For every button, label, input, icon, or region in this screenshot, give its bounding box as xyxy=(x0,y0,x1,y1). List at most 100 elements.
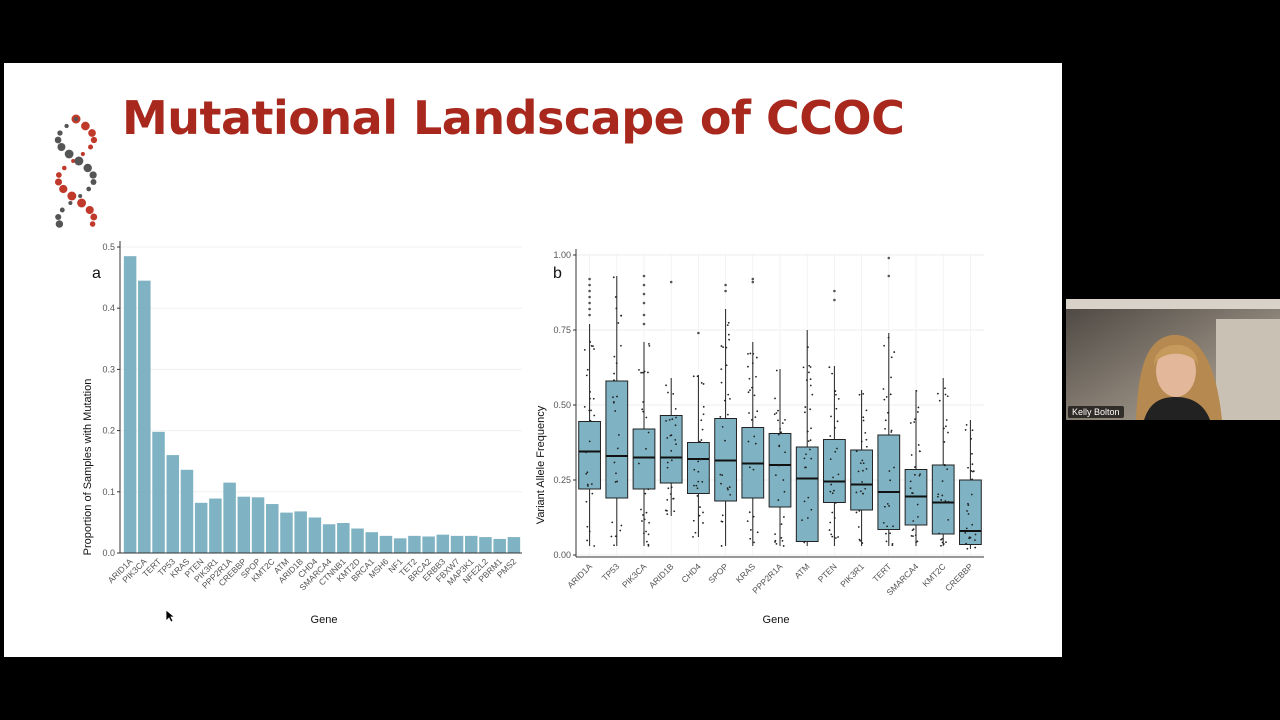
jitter-point xyxy=(588,409,591,412)
logo-dot xyxy=(64,149,74,159)
y-tick-label-a: 0.1 xyxy=(102,487,115,497)
bar-erbb3 xyxy=(436,534,450,553)
jitter-point xyxy=(593,545,596,547)
jitter-point xyxy=(613,355,616,358)
jitter-point xyxy=(862,462,865,465)
jitter-point xyxy=(583,349,586,351)
jitter-point xyxy=(586,368,589,371)
bar-ctnnb1 xyxy=(337,523,350,553)
jitter-point xyxy=(971,478,973,481)
jitter-point xyxy=(802,366,805,369)
logo-dot xyxy=(89,171,97,179)
participant-video-tile[interactable]: Kelly Bolton xyxy=(1066,299,1280,420)
y-axis-title-a: Proportion of Samples with Mutation xyxy=(82,379,94,556)
jitter-point xyxy=(751,362,754,364)
outlier-point xyxy=(751,277,755,281)
jitter-point xyxy=(666,513,669,515)
y-tick-label-b: 0.75 xyxy=(553,325,571,335)
jitter-point xyxy=(862,419,865,422)
jitter-point xyxy=(696,375,699,378)
jitter-point xyxy=(728,338,731,341)
jitter-point xyxy=(749,352,752,355)
jitter-point xyxy=(829,458,832,461)
box-iqr xyxy=(632,428,656,490)
jitter-point xyxy=(910,534,913,537)
jitter-point xyxy=(974,546,977,549)
jitter-point xyxy=(861,481,863,483)
jitter-point xyxy=(803,500,806,503)
jitter-point xyxy=(693,484,695,487)
y-tick-label-a: 0.3 xyxy=(102,364,115,374)
jitter-point xyxy=(940,544,942,547)
jitter-point xyxy=(834,450,837,453)
jitter-point xyxy=(912,520,915,522)
bar-crebbp xyxy=(237,496,251,553)
x-tick-label-b: CHD4 xyxy=(679,561,703,585)
jitter-point xyxy=(693,468,696,471)
jitter-point xyxy=(808,371,810,374)
jitter-point xyxy=(862,492,864,495)
jitter-point xyxy=(966,510,968,512)
jitter-point xyxy=(912,528,915,531)
jitter-point xyxy=(910,454,913,456)
jitter-point xyxy=(721,474,724,477)
outlier-point xyxy=(642,292,646,296)
jitter-point xyxy=(945,419,948,421)
jitter-point xyxy=(831,511,834,514)
jitter-point xyxy=(836,420,839,423)
jitter-point xyxy=(891,544,894,547)
jitter-point xyxy=(967,466,969,469)
jitter-point xyxy=(883,398,886,401)
jitter-point xyxy=(593,348,595,350)
jitter-point xyxy=(909,422,912,424)
jitter-point xyxy=(831,372,834,375)
jitter-point xyxy=(702,511,704,514)
jitter-point xyxy=(917,444,920,446)
jitter-point xyxy=(746,520,749,523)
jitter-point xyxy=(721,425,724,428)
jitter-point xyxy=(862,392,865,395)
jitter-point xyxy=(966,547,969,550)
jitter-point xyxy=(917,515,919,518)
box-iqr xyxy=(877,434,901,530)
jitter-point xyxy=(675,443,677,446)
jitter-point xyxy=(803,411,806,414)
jitter-point xyxy=(830,415,832,418)
jitter-point xyxy=(855,511,858,514)
jitter-point xyxy=(885,532,887,535)
jitter-point xyxy=(697,460,700,463)
logo-dot xyxy=(90,213,98,221)
bar-pik3r1 xyxy=(209,498,222,553)
jitter-point xyxy=(692,535,694,538)
jitter-point xyxy=(811,393,814,396)
jitter-point xyxy=(857,526,860,528)
jitter-point xyxy=(830,533,833,536)
outlier-point xyxy=(697,331,700,335)
logo-dot xyxy=(71,158,76,164)
y-tick-label-a: 0.0 xyxy=(102,548,115,558)
bar-ppp2r1a xyxy=(223,482,236,553)
jitter-point xyxy=(665,420,667,422)
jitter-point xyxy=(970,470,973,472)
x-tick-label-b: CREBBP xyxy=(943,561,975,593)
jitter-point xyxy=(756,531,759,534)
jitter-point xyxy=(918,474,921,477)
jitter-point xyxy=(590,345,593,347)
jitter-point xyxy=(589,341,592,343)
jitter-point xyxy=(700,381,703,384)
box-chd4 xyxy=(687,331,710,538)
presentation-slide: Mutational Landscape of CCOC 0.0 0.1 0.2 0.… xyxy=(4,63,1062,657)
jitter-point xyxy=(946,468,949,471)
jitter-point xyxy=(667,391,669,394)
jitter-point xyxy=(643,370,646,373)
bar-chd4 xyxy=(308,517,322,553)
logo-dot xyxy=(55,220,64,228)
jitter-point xyxy=(837,398,840,400)
jitter-point xyxy=(864,431,867,434)
outlier-point xyxy=(588,307,591,311)
jitter-point xyxy=(858,510,861,512)
box-arid1b xyxy=(659,280,683,516)
jitter-point xyxy=(615,472,617,475)
jitter-point xyxy=(804,406,807,408)
jitter-point xyxy=(855,450,858,453)
